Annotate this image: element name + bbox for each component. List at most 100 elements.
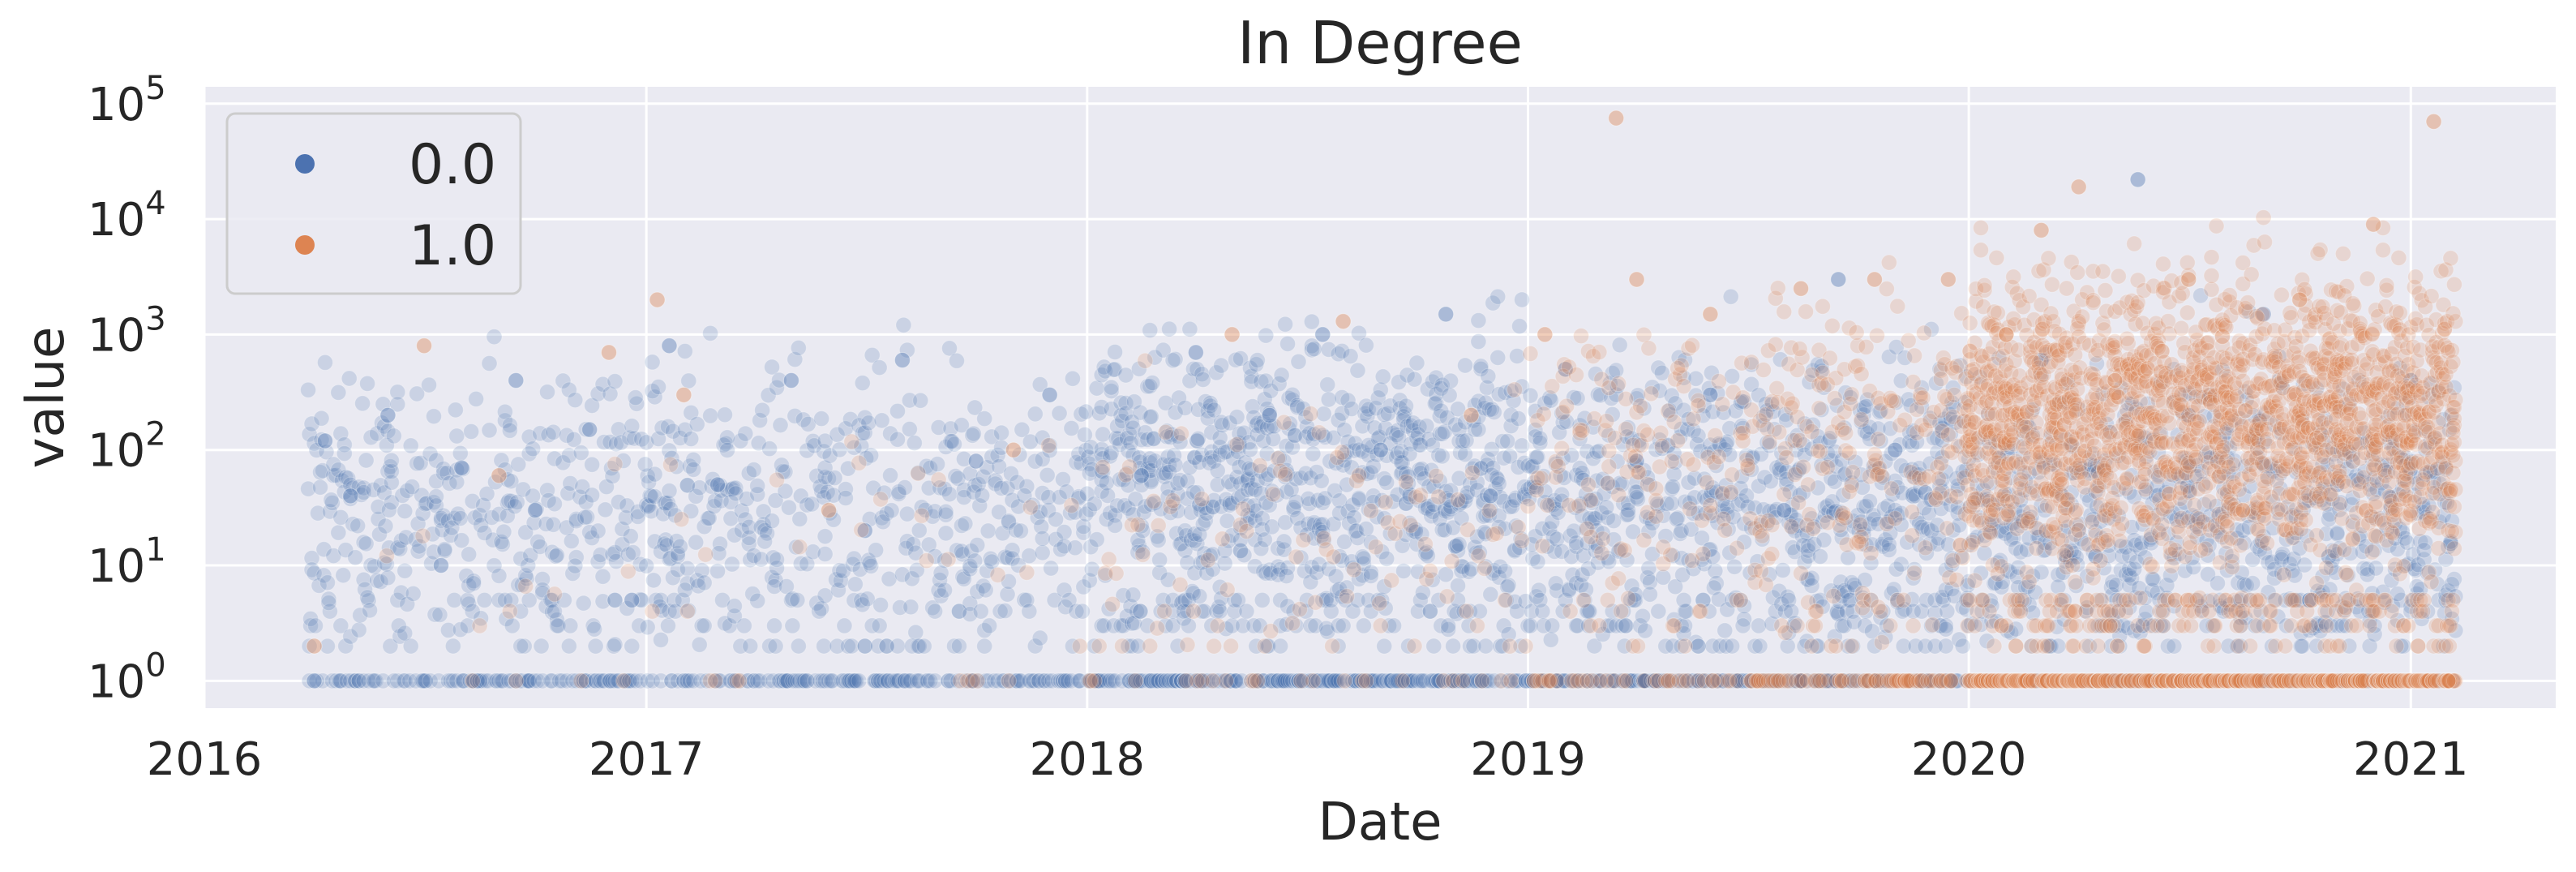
data-point <box>1904 527 1921 544</box>
data-point <box>550 617 567 634</box>
data-point <box>529 672 546 689</box>
data-point <box>517 578 534 595</box>
data-point <box>1771 423 1788 440</box>
data-point <box>504 617 521 634</box>
data-point <box>1228 436 1245 453</box>
data-point <box>1256 638 1273 655</box>
data-point <box>301 672 318 689</box>
data-point <box>584 456 601 473</box>
data-point <box>512 638 529 655</box>
data-point <box>1121 458 1138 475</box>
data-point <box>644 354 661 371</box>
data-point <box>1450 492 1467 509</box>
data-point <box>560 447 577 464</box>
data-point <box>1610 570 1627 587</box>
data-point <box>347 672 364 689</box>
data-point <box>480 672 497 689</box>
data-point <box>342 476 359 493</box>
data-point <box>1942 672 1959 689</box>
data-point <box>521 672 538 689</box>
data-point <box>726 598 743 615</box>
data-point <box>1857 572 1874 589</box>
data-point <box>558 672 575 689</box>
data-point <box>378 436 395 453</box>
data-point <box>1986 638 2003 655</box>
data-point <box>318 444 335 461</box>
data-point <box>1628 489 1645 506</box>
data-point <box>389 396 406 413</box>
data-point <box>1509 347 1526 364</box>
data-point <box>362 602 379 619</box>
data-point <box>627 389 644 406</box>
data-point <box>520 672 537 689</box>
data-point <box>1272 638 1289 655</box>
data-point <box>422 445 439 462</box>
data-point <box>311 479 328 496</box>
data-point <box>495 523 512 540</box>
data-point <box>308 441 325 458</box>
data-point <box>461 595 478 612</box>
data-point <box>773 457 790 474</box>
data-point <box>1673 357 1690 374</box>
data-point <box>685 461 702 478</box>
data-point <box>653 631 670 648</box>
data-point <box>572 445 589 462</box>
data-point <box>409 543 426 560</box>
data-point <box>404 479 421 496</box>
data-point <box>365 672 382 689</box>
data-point <box>1989 304 2006 321</box>
data-point <box>579 509 596 526</box>
data-point <box>471 617 488 634</box>
data-point <box>1497 563 1514 580</box>
data-point <box>619 672 636 689</box>
data-point <box>308 672 325 689</box>
data-point <box>1640 560 1657 577</box>
data-point <box>1690 397 1707 415</box>
data-point <box>1939 603 1956 620</box>
data-point <box>468 390 485 407</box>
data-point <box>362 429 379 446</box>
data-point <box>475 496 492 513</box>
data-point <box>1066 539 1083 556</box>
data-point <box>553 672 570 689</box>
data-point <box>749 592 766 609</box>
data-point <box>941 486 958 503</box>
data-point <box>606 636 624 653</box>
data-point <box>1480 367 1497 384</box>
data-point <box>602 385 619 402</box>
data-point <box>565 431 582 448</box>
data-point <box>1814 298 1831 315</box>
data-point <box>392 628 409 645</box>
data-point <box>1324 638 1341 655</box>
data-point <box>1880 254 1897 271</box>
data-point <box>902 599 919 616</box>
data-point <box>350 621 367 638</box>
data-point <box>1684 337 1701 354</box>
data-point <box>1653 437 1670 454</box>
data-point <box>1826 390 1843 407</box>
data-point <box>448 462 465 479</box>
data-point <box>761 440 778 457</box>
data-point <box>441 475 458 492</box>
data-point <box>742 638 759 655</box>
data-point <box>913 507 930 524</box>
data-point <box>325 456 342 473</box>
data-point <box>407 672 424 689</box>
data-point <box>389 384 406 401</box>
data-point <box>1611 337 1628 354</box>
data-point <box>1275 414 1292 431</box>
data-point <box>368 572 385 589</box>
data-point <box>1489 288 1507 305</box>
data-point <box>1145 492 1162 509</box>
data-point <box>1191 588 1208 605</box>
data-point <box>1056 523 1073 540</box>
data-point <box>1018 564 1035 581</box>
data-point <box>301 426 318 443</box>
data-point <box>1371 595 1388 612</box>
data-point <box>1223 638 1240 655</box>
data-point <box>319 574 336 591</box>
data-point <box>496 412 513 429</box>
data-point <box>1342 348 1359 365</box>
data-point <box>1714 396 1731 413</box>
